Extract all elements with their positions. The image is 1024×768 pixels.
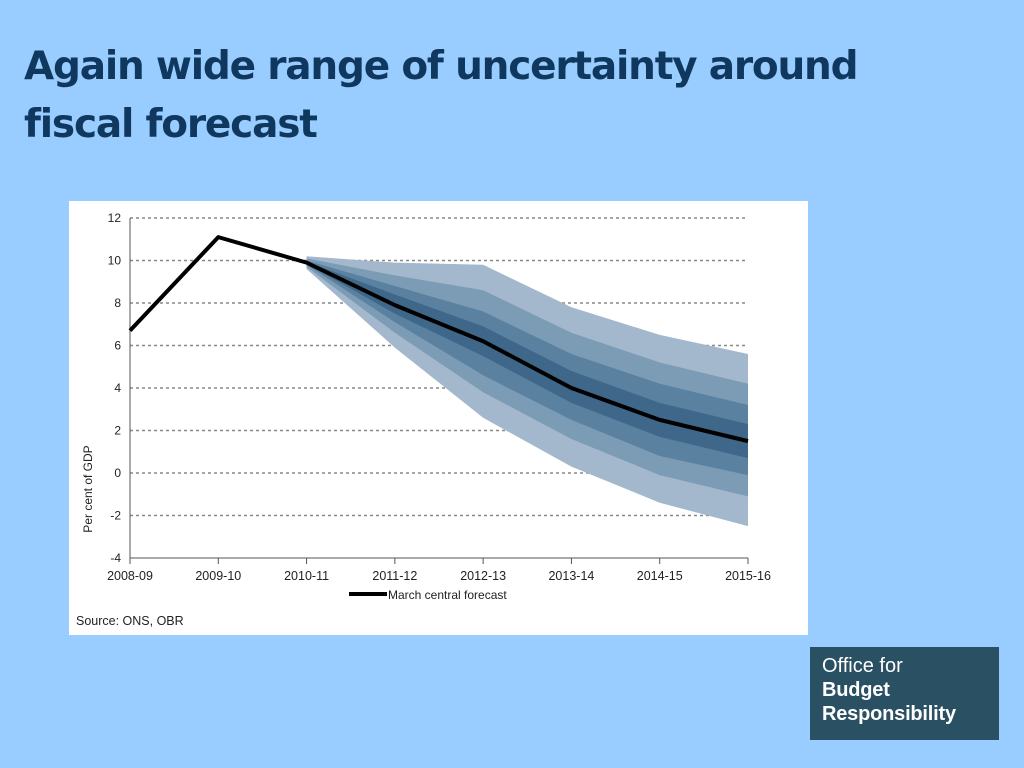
- source-note: Source: ONS, OBR: [76, 614, 184, 628]
- x-tick-label: 2009-10: [195, 569, 241, 583]
- x-tick-label: 2013-14: [548, 569, 594, 583]
- uncertainty-bands: [306, 256, 748, 527]
- y-tick-label: 2: [114, 424, 121, 438]
- fan-chart: 12 10 8 6 4 2 0 -2 -4 2008-09 2009-10 2010-11 2011-1…: [69, 201, 808, 635]
- y-tick-label: 12: [108, 211, 122, 225]
- y-tick-label: -4: [110, 551, 121, 565]
- legend-label: March central forecast: [388, 588, 507, 602]
- y-axis-label: Per cent of GDP: [81, 445, 95, 532]
- y-tick-label: 0: [114, 466, 121, 480]
- logo-line-office-for: Office for: [822, 655, 903, 677]
- slide-title: Again wide range of uncertainty around f…: [24, 44, 859, 147]
- obr-logo: Office for Budget Responsibility: [810, 647, 999, 740]
- y-tick-label: 4: [114, 381, 121, 395]
- y-tick-label: 6: [114, 339, 121, 353]
- x-tick-label: 2010-11: [284, 569, 329, 583]
- axes: [129, 218, 749, 564]
- x-tick-label: 2015-16: [725, 569, 771, 583]
- x-tick-label: 2008-09: [107, 569, 153, 583]
- logo-line-responsibility: Responsibility: [822, 703, 956, 725]
- y-tick-label: -2: [110, 509, 121, 523]
- y-tick-label: 10: [108, 254, 122, 268]
- x-tick-label: 2014-15: [637, 569, 683, 583]
- uncertainty-band-4: [306, 261, 748, 459]
- fan-chart-svg: 12 10 8 6 4 2 0 -2 -4 2008-09 2009-10 2010-11 2011-1…: [76, 211, 771, 628]
- x-tick-label: 2012-13: [460, 569, 506, 583]
- logo-line-budget: Budget: [822, 679, 890, 701]
- central-forecast-polyline: [128, 235, 749, 444]
- legend: March central forecast: [349, 588, 507, 602]
- y-tick-label: 8: [114, 296, 121, 310]
- x-tick-label: 2011-12: [372, 569, 417, 583]
- tick-labels: 12 10 8 6 4 2 0 -2 -4 2008-09 2009-10 2010-11 2011-1…: [107, 211, 771, 583]
- central-forecast-line: [128, 235, 749, 444]
